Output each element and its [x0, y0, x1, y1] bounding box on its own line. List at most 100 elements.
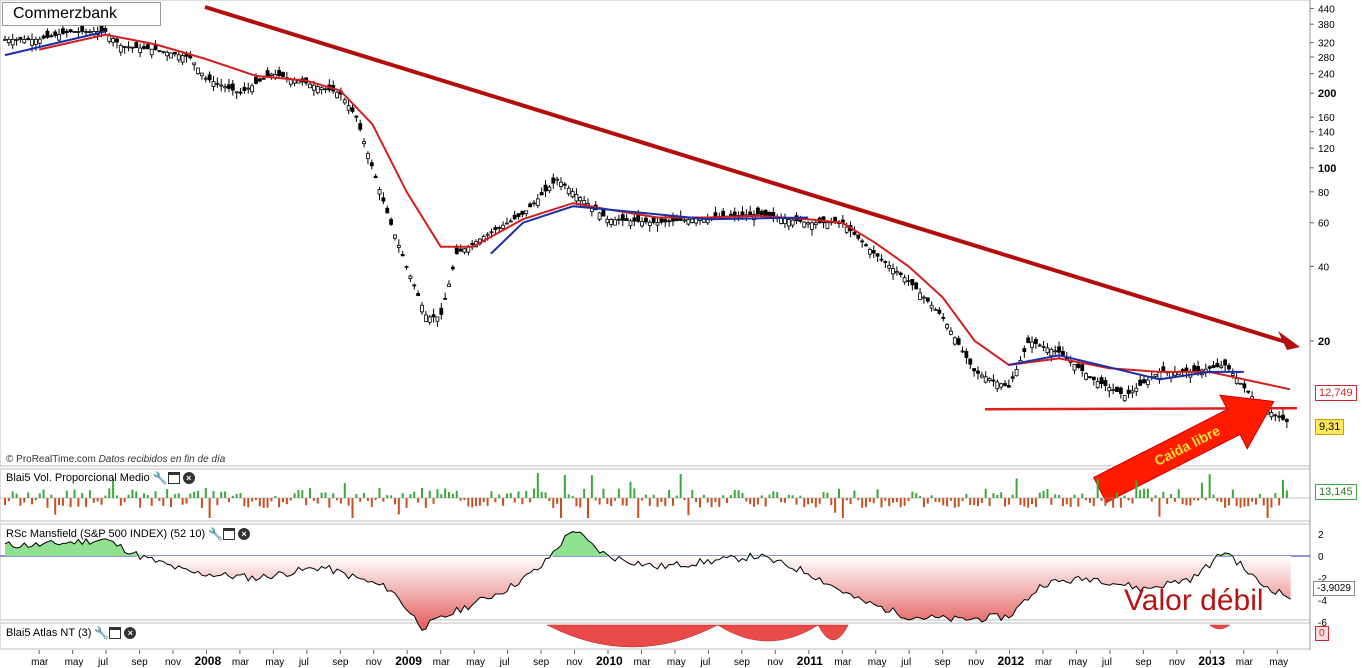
- volume-bar: [123, 498, 126, 503]
- volume-bar: [262, 498, 265, 508]
- volume-bar: [459, 498, 462, 501]
- candle-body: [234, 91, 239, 94]
- volume-bar: [482, 498, 485, 502]
- volume-bar: [440, 494, 443, 498]
- volume-bar: [19, 498, 22, 506]
- volume-bar: [146, 495, 149, 498]
- candle-body: [485, 233, 490, 236]
- candle-body: [740, 211, 745, 216]
- wrench-icon[interactable]: 🔧: [152, 471, 168, 485]
- volume-bar: [872, 498, 875, 504]
- volume-bar: [1224, 498, 1227, 508]
- volume-bar: [258, 498, 261, 507]
- volume-bar: [58, 498, 61, 506]
- y-tick-label: 80: [1318, 188, 1330, 199]
- volume-bar: [320, 492, 323, 498]
- candle-body: [80, 25, 85, 32]
- volume-bar: [587, 498, 590, 518]
- window-icon[interactable]: [167, 472, 180, 484]
- candle-body: [659, 218, 664, 223]
- candle-body: [543, 184, 548, 192]
- candle-body: [149, 48, 154, 56]
- volume-bar: [96, 498, 99, 502]
- candle-body: [346, 105, 351, 111]
- volume-bar: [637, 498, 640, 518]
- volume-bar: [532, 488, 535, 498]
- wrench-icon[interactable]: 🔧: [94, 626, 110, 640]
- volume-bar: [502, 498, 505, 506]
- close-icon[interactable]: ×: [238, 528, 251, 540]
- volume-bar: [1251, 498, 1254, 502]
- window-icon[interactable]: [223, 528, 236, 540]
- rs-line: [4, 531, 1291, 631]
- candle-body: [756, 207, 760, 215]
- candle-body: [439, 307, 444, 315]
- candle-body: [1246, 390, 1251, 393]
- candle-body: [26, 38, 31, 40]
- volume-bar: [475, 498, 478, 507]
- x-tick-label: sep: [935, 657, 952, 668]
- moving-average-blue: [490, 205, 809, 255]
- candle-body: [991, 379, 996, 382]
- volume-bar: [594, 498, 597, 501]
- volume-bar: [683, 498, 686, 501]
- candle-body: [632, 217, 637, 222]
- volume-bar: [984, 488, 987, 498]
- volume-bar: [448, 492, 451, 498]
- volume-bar: [104, 495, 107, 498]
- volume-bar: [1115, 492, 1118, 498]
- volume-bar: [455, 490, 458, 498]
- volume-bar: [390, 495, 393, 498]
- volume-bar: [467, 498, 470, 507]
- rs-tick-label: 2: [1318, 530, 1324, 541]
- volume-bar: [27, 492, 30, 498]
- candle-body: [1219, 365, 1224, 368]
- wrench-icon[interactable]: 🔧: [208, 527, 224, 541]
- volume-bar: [1285, 490, 1288, 498]
- volume-bar: [1073, 494, 1076, 498]
- volume-bar: [818, 498, 821, 504]
- candle-body: [995, 381, 1000, 389]
- window-icon[interactable]: [109, 627, 122, 639]
- candle-body: [555, 178, 560, 181]
- x-tick-label: may: [1068, 657, 1087, 668]
- candle-body: [369, 162, 374, 167]
- candle-body: [1273, 414, 1278, 417]
- volume-bar: [756, 498, 759, 505]
- volume-bar: [1065, 498, 1068, 505]
- volume-bar: [355, 494, 358, 498]
- y-tick-label: 20: [1318, 336, 1330, 348]
- volume-bar: [227, 498, 230, 503]
- x-tick-label: jul: [499, 657, 510, 668]
- candle-body: [246, 87, 251, 90]
- volume-bar: [837, 488, 840, 498]
- close-icon[interactable]: ×: [124, 627, 137, 639]
- volume-bar: [401, 493, 404, 498]
- volume-bar: [247, 498, 250, 508]
- volume-bar: [1262, 498, 1265, 506]
- volume-bar: [610, 498, 613, 507]
- close-icon[interactable]: ×: [182, 472, 195, 484]
- candle-body: [879, 258, 884, 261]
- candle-body: [825, 222, 830, 229]
- volume-bar: [726, 498, 729, 504]
- candle-body: [1103, 380, 1108, 386]
- candle-body: [647, 221, 652, 226]
- volume-bar: [463, 498, 466, 501]
- rs-negative-area: [5, 556, 1291, 631]
- volume-bar: [131, 489, 134, 498]
- volume-bar: [1058, 494, 1061, 498]
- candle-body: [118, 45, 123, 53]
- candle-body: [1088, 376, 1092, 378]
- candle-body: [61, 28, 65, 34]
- candle-body: [1107, 387, 1112, 392]
- x-tick-label: 2009: [395, 654, 422, 668]
- volume-bar: [336, 498, 339, 501]
- volume-bar: [517, 491, 520, 498]
- candle-body: [887, 265, 892, 269]
- volume-bar: [644, 494, 647, 498]
- candle-body: [721, 210, 726, 217]
- candle-body: [1111, 389, 1116, 391]
- candle-body: [261, 77, 266, 80]
- candle-body: [802, 221, 807, 228]
